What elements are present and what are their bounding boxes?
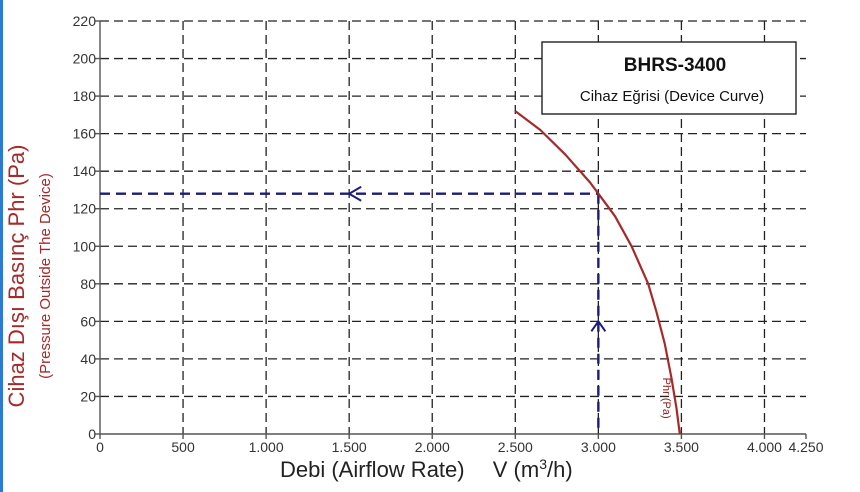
left-arrow-icon (347, 185, 362, 202)
legend-subtitle: Cihaz Eğrisi (Device Curve) (580, 88, 764, 105)
x-axis-title: Debi (Airflow Rate) V (m3/h) (280, 456, 573, 482)
x-tick-labels: 0 500 1.000 1.500 2.000 2.500 3.000 3.500 4.000 4… (96, 439, 824, 455)
y-tick-label: 20 (80, 388, 96, 404)
x-axis-title-main: Debi (Airflow Rate) (280, 457, 465, 482)
y-tick-label: 140 (73, 163, 97, 179)
y-tick-label: 0 (88, 426, 96, 442)
x-tick-label: 500 (171, 439, 195, 455)
x-axis-unit-prefix: V (m (493, 457, 539, 482)
legend-box: BHRS-3400 Cihaz Eğrisi (Device Curve) (541, 41, 797, 115)
y-tick-labels: 0 20 40 60 80 100 120 140 160 180 200 220 (73, 13, 97, 442)
operating-point-guides (100, 185, 607, 434)
y-tick-label: 40 (80, 351, 96, 367)
up-arrow-icon (590, 319, 607, 332)
device-curve-line (514, 110, 681, 435)
y-tick-label: 100 (73, 238, 97, 254)
x-axis-unit-superscript: 3 (539, 456, 547, 472)
legend-frame (541, 41, 797, 115)
y-tick-label: 220 (73, 13, 97, 29)
y-tick-label: 80 (80, 276, 96, 292)
x-tick-label: 1.500 (332, 439, 367, 455)
x-tick-label: 4.250 (788, 439, 823, 455)
x-tick-label: 3.000 (581, 439, 616, 455)
window-edge (0, 0, 3, 492)
x-axis-unit-suffix: /h) (547, 457, 573, 482)
x-tick-label: 3.500 (664, 439, 699, 455)
x-tick-label: 2.000 (415, 439, 450, 455)
curve-label: Phr (Pa) (660, 378, 672, 419)
series: Phr (Pa) (514, 110, 681, 435)
legend-title: BHRS-3400 (624, 55, 726, 76)
y-axis-title: Cihaz Dışı Basınç Phr (Pa) (4, 145, 29, 408)
x-tick-label: 4.000 (747, 439, 782, 455)
y-tick-label: 200 (73, 51, 97, 67)
y-tick-label: 180 (73, 88, 97, 104)
x-tick-label: 2.500 (498, 439, 533, 455)
y-tick-label: 120 (73, 201, 97, 217)
axes (95, 20, 807, 439)
x-tick-label: 1.000 (249, 439, 284, 455)
y-tick-label: 160 (73, 126, 97, 142)
y-axis-subtitle: (Pressure Outside The Device) (37, 173, 54, 379)
y-tick-label: 60 (80, 313, 96, 329)
x-tick-label: 0 (96, 439, 104, 455)
